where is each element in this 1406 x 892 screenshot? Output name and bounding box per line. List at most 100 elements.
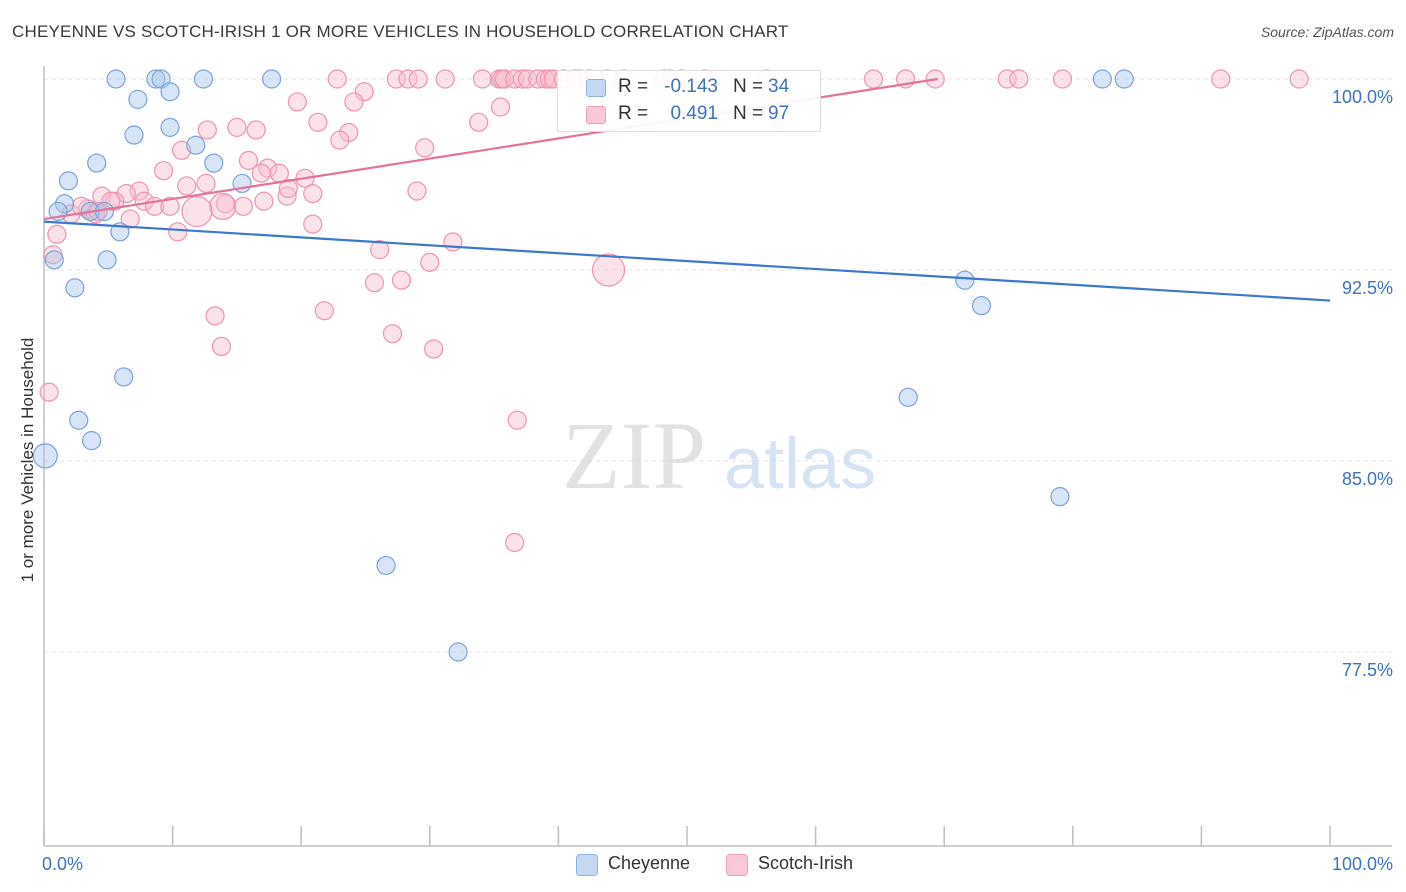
scotch-irish-point — [591, 253, 626, 287]
scotch-irish-point — [308, 112, 328, 132]
stats-row-scotch-irish: R = 0.491 N = 97 — [558, 101, 820, 127]
scotch-irish-point — [209, 192, 237, 220]
scotch-irish-point — [197, 120, 217, 140]
scotch-irish-point — [177, 176, 197, 196]
scotch-irish-point — [172, 140, 192, 160]
scotch-irish-point — [424, 339, 444, 359]
scotch-irish-point — [327, 69, 347, 89]
scotch-irish-point — [420, 252, 440, 272]
cheyenne-point — [448, 642, 468, 662]
scotch-irish-point — [507, 410, 527, 430]
scotch-irish-point — [101, 191, 121, 211]
scotch-irish-point — [287, 92, 307, 112]
cheyenne-point — [160, 82, 180, 102]
scotch-irish-point — [277, 186, 297, 206]
scotch-irish-point — [344, 92, 364, 112]
scotch-irish-point — [863, 69, 884, 89]
stats-legend: R = -0.143 N = 34 R = 0.491 N = 97 — [557, 70, 821, 132]
scotch-irish-point — [1211, 69, 1231, 89]
cheyenne-trend-line — [43, 220, 1331, 302]
scotch-irish-point — [254, 191, 274, 211]
watermark: ZIP atlas — [562, 402, 876, 509]
scotch-irish-point — [303, 214, 323, 234]
cheyenne-point — [1092, 69, 1112, 89]
scotch-irish-point — [472, 69, 493, 89]
scotch-irish-point — [92, 186, 112, 206]
watermark-atlas: atlas — [724, 424, 876, 504]
cheyenne-point — [87, 153, 107, 173]
scotch-irish-point — [71, 196, 91, 216]
chart-title: CHEYENNE VS SCOTCH-IRISH 1 OR MORE VEHIC… — [12, 22, 789, 41]
tick-labels: 77.5% 85.0% 92.5% 100.0% 0.0% 100.0% — [42, 87, 1393, 874]
series-legend: Cheyenne Scotch-Irish — [0, 852, 1406, 876]
cheyenne-point — [106, 69, 126, 89]
y-tick-label: 92.5% — [1342, 278, 1393, 298]
watermark-zip: ZIP — [562, 402, 706, 509]
r-value: 0.491 — [670, 103, 718, 124]
cheyenne-point — [114, 367, 134, 387]
data-points — [32, 69, 1309, 662]
n-value: 34 — [768, 76, 790, 97]
cheyenne-point — [1050, 487, 1070, 507]
scotch-irish-point — [160, 196, 180, 216]
scotch-irish-point — [1009, 69, 1029, 89]
scotch-irish-point — [246, 120, 266, 140]
cheyenne-swatch — [586, 79, 606, 97]
scotch-irish-point — [39, 382, 59, 402]
cheyenne-point — [69, 410, 89, 430]
scotch-irish-point — [435, 69, 455, 89]
scotch-irish-point — [382, 324, 403, 344]
stats-row-cheyenne: R = -0.143 N = 34 — [558, 74, 820, 100]
cheyenne-point — [376, 555, 396, 576]
cheyenne-point — [193, 69, 214, 89]
scotch-irish-point — [469, 112, 489, 132]
scotch-irish-point — [211, 336, 232, 356]
scotch-irish-point — [116, 184, 136, 204]
scotch-irish-point — [153, 161, 174, 181]
legend-label: Cheyenne — [608, 853, 691, 873]
cheyenne-point — [1114, 69, 1134, 89]
scotch-irish-point — [181, 195, 213, 228]
scotch-irish-swatch — [586, 106, 606, 124]
scotch-irish-point — [258, 158, 278, 178]
r-label: R = — [618, 103, 649, 124]
n-label: N = — [733, 76, 764, 97]
scotch-irish-point — [408, 69, 428, 89]
y-tick-label: 100.0% — [1332, 87, 1393, 107]
cheyenne-point — [97, 250, 117, 270]
scotch-irish-point — [528, 69, 548, 89]
scotch-irish-point — [227, 117, 247, 137]
cheyenne-point — [124, 125, 144, 145]
axes — [43, 66, 1392, 847]
scotch-irish-point — [398, 69, 418, 89]
scotch-irish-point — [330, 130, 350, 150]
cheyenne-point — [128, 89, 148, 109]
y-axis-label: 1 or more Vehicles in Household — [18, 337, 37, 583]
scotch-irish-point — [391, 270, 412, 290]
scotch-irish-point — [303, 184, 323, 204]
cheyenne-point — [81, 431, 102, 451]
scotch-irish-point — [205, 306, 225, 326]
scotch-irish-point — [386, 69, 406, 89]
r-label: R = — [618, 76, 649, 97]
cheyenne-point — [898, 387, 918, 407]
cheyenne-point — [955, 270, 975, 290]
scotch-irish-point — [196, 173, 216, 194]
cheyenne-point — [146, 69, 166, 89]
cheyenne-point — [44, 250, 64, 270]
scotch-irish-point — [120, 209, 140, 229]
scotch-irish-point — [47, 224, 67, 244]
scotch-irish-point — [354, 82, 374, 102]
y-tick-label: 85.0% — [1342, 469, 1393, 489]
r-value: -0.143 — [664, 76, 718, 97]
scotch-irish-point — [238, 150, 259, 171]
cheyenne-point — [262, 69, 282, 89]
scotch-irish-point — [370, 240, 390, 260]
scotch-irish-point — [168, 222, 188, 242]
cheyenne-point — [186, 135, 206, 155]
scotch-irish-point — [490, 97, 511, 117]
scotch-irish-point — [407, 181, 427, 201]
n-value: 97 — [768, 103, 790, 124]
cheyenne-swatch — [576, 854, 598, 876]
scotch-irish-point — [251, 163, 271, 183]
